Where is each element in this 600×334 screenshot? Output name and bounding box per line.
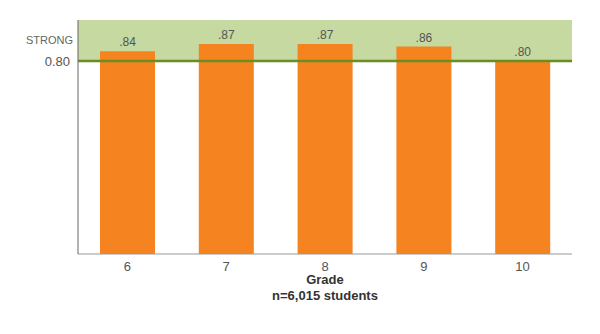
- svg-text:.80: .80: [514, 45, 531, 59]
- svg-text:.84: .84: [119, 35, 136, 49]
- svg-text:.86: .86: [416, 31, 433, 45]
- svg-text:.87: .87: [317, 28, 334, 42]
- svg-text:0.80: 0.80: [45, 54, 70, 69]
- svg-text:.87: .87: [218, 28, 235, 42]
- svg-text:8: 8: [321, 259, 328, 274]
- svg-text:7: 7: [223, 259, 230, 274]
- svg-text:Graden=6,015 students: Graden=6,015 students: [272, 272, 378, 303]
- svg-text:10: 10: [515, 259, 529, 274]
- svg-text:6: 6: [124, 259, 131, 274]
- svg-text:9: 9: [420, 259, 427, 274]
- svg-text:STRONG: STRONG: [26, 34, 73, 46]
